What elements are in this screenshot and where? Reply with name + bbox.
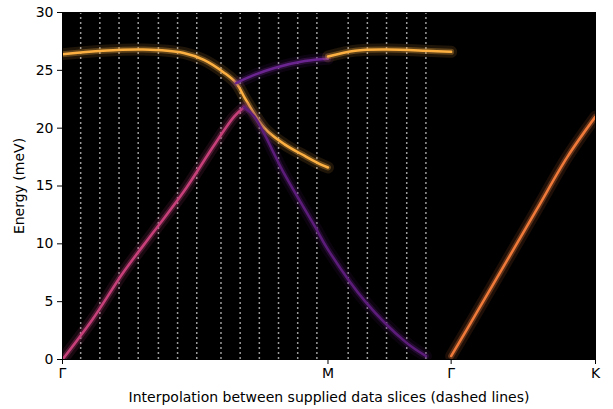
svg-text:Γ: Γ <box>447 365 455 381</box>
svg-text:Γ: Γ <box>59 365 67 381</box>
svg-text:5: 5 <box>45 293 54 309</box>
svg-text:30: 30 <box>36 4 54 20</box>
svg-text:Interpolation between supplied: Interpolation between supplied data slic… <box>129 389 530 405</box>
svg-text:15: 15 <box>36 177 54 193</box>
svg-text:25: 25 <box>36 62 54 78</box>
svg-text:20: 20 <box>36 120 54 136</box>
svg-text:10: 10 <box>36 235 54 251</box>
svg-text:K: K <box>591 365 601 381</box>
svg-text:M: M <box>322 365 334 381</box>
svg-text:Energy (meV): Energy (meV) <box>11 138 27 234</box>
svg-text:0: 0 <box>45 351 54 367</box>
